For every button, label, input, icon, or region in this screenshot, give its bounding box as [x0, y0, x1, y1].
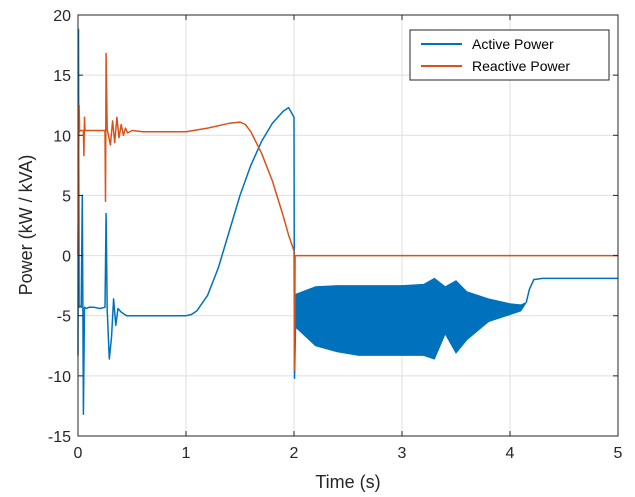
x-axis-label: Time (s) [315, 472, 380, 492]
plot-frame [77, 14, 619, 437]
x-tick-label-0: 0 [74, 445, 83, 462]
y-tick-label-1: -10 [48, 369, 71, 386]
series-lines [77, 28, 618, 416]
x-tick-label-4: 4 [506, 445, 515, 462]
legend-label-reactive-power: Reactive Power [472, 58, 570, 74]
active-power-oscillation-band [295, 277, 528, 360]
legend: Active Power Reactive Power [409, 29, 610, 81]
y-axis-label: Power (kW / kVA) [16, 155, 36, 296]
y-tick-label-0: -15 [48, 429, 71, 446]
active-power-line [77, 28, 297, 416]
x-tick-label-1: 1 [182, 445, 191, 462]
legend-box [409, 29, 610, 81]
y-tick-label-5: 10 [53, 128, 71, 145]
y-tick-label-4: 5 [62, 188, 71, 205]
reactive-power-line [77, 52, 618, 371]
active-power-oscillation-band [295, 277, 528, 360]
y-tick-label-7: 20 [53, 8, 71, 25]
legend-label-active-power: Active Power [472, 36, 554, 52]
y-tick-label-3: 0 [62, 249, 71, 266]
tick-labels: 0 1 2 3 4 5 -15 -10 -5 0 5 10 15 20 [48, 8, 623, 462]
axis-ticks [77, 14, 619, 437]
y-tick-label-6: 15 [53, 68, 71, 85]
x-tick-label-2: 2 [290, 445, 299, 462]
x-tick-label-3: 3 [398, 445, 407, 462]
y-tick-label-2: -5 [57, 309, 71, 326]
active-power-tail-line [525, 277, 618, 303]
x-tick-label-5: 5 [614, 445, 623, 462]
plot-background [78, 15, 618, 436]
